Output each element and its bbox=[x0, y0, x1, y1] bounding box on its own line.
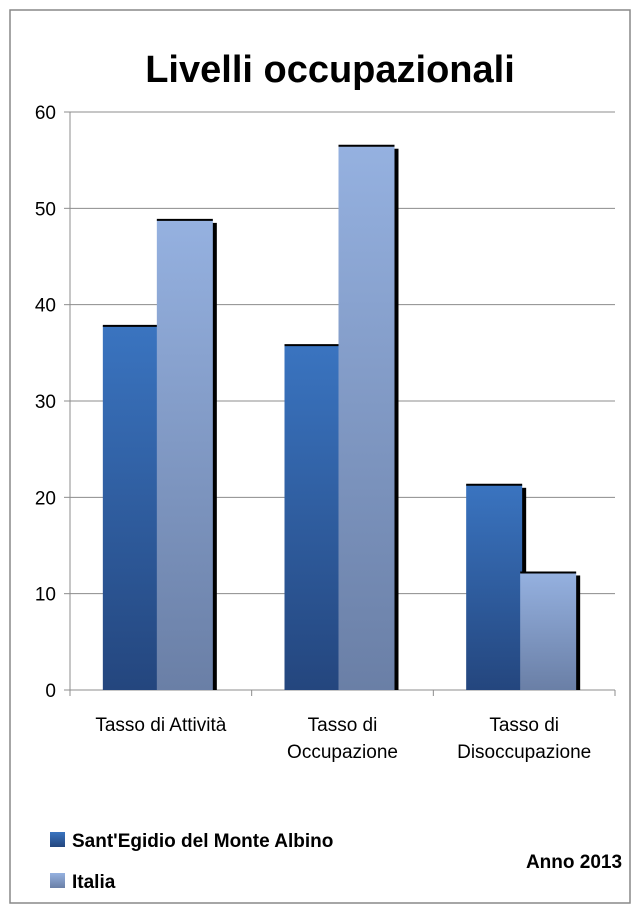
bar-italia-1 bbox=[338, 145, 395, 690]
bar-italia-0 bbox=[156, 219, 213, 691]
legend-label-series-2: Italia bbox=[72, 872, 116, 893]
y-tick-label: 60 bbox=[35, 103, 56, 124]
year-annotation: Anno 2013 bbox=[526, 852, 622, 873]
x-tick-label: Disoccupazione bbox=[457, 742, 591, 763]
legend: Sant'Egidio del Monte Albino Italia bbox=[50, 831, 333, 893]
x-tick-label: Tasso di bbox=[308, 715, 378, 736]
legend-label-series-1: Sant'Egidio del Monte Albino bbox=[72, 831, 333, 852]
bar-santegidio-2 bbox=[466, 484, 523, 690]
bar-santegidio-1 bbox=[284, 345, 341, 690]
legend-swatch-series-1 bbox=[50, 832, 65, 847]
x-tick-label: Tasso di bbox=[489, 715, 559, 736]
bars bbox=[102, 144, 581, 691]
y-tick-label: 40 bbox=[35, 296, 56, 317]
y-tick-label: 0 bbox=[45, 681, 56, 702]
y-tick-label: 50 bbox=[35, 199, 56, 220]
category-labels: Tasso di Attività Tasso di Occupazione Tass… bbox=[95, 715, 591, 763]
legend-swatch-series-2 bbox=[50, 873, 65, 888]
y-tick-label: 30 bbox=[35, 392, 56, 413]
x-tick-label: Occupazione bbox=[287, 742, 398, 763]
chart-title: Livelli occupazionali bbox=[145, 49, 515, 91]
bar-italia-2 bbox=[520, 572, 577, 690]
y-tick-label: 20 bbox=[35, 488, 56, 509]
y-tick-label: 10 bbox=[35, 585, 56, 606]
x-tick-label: Tasso di Attività bbox=[95, 715, 226, 736]
bar-santegidio-0 bbox=[102, 325, 159, 690]
